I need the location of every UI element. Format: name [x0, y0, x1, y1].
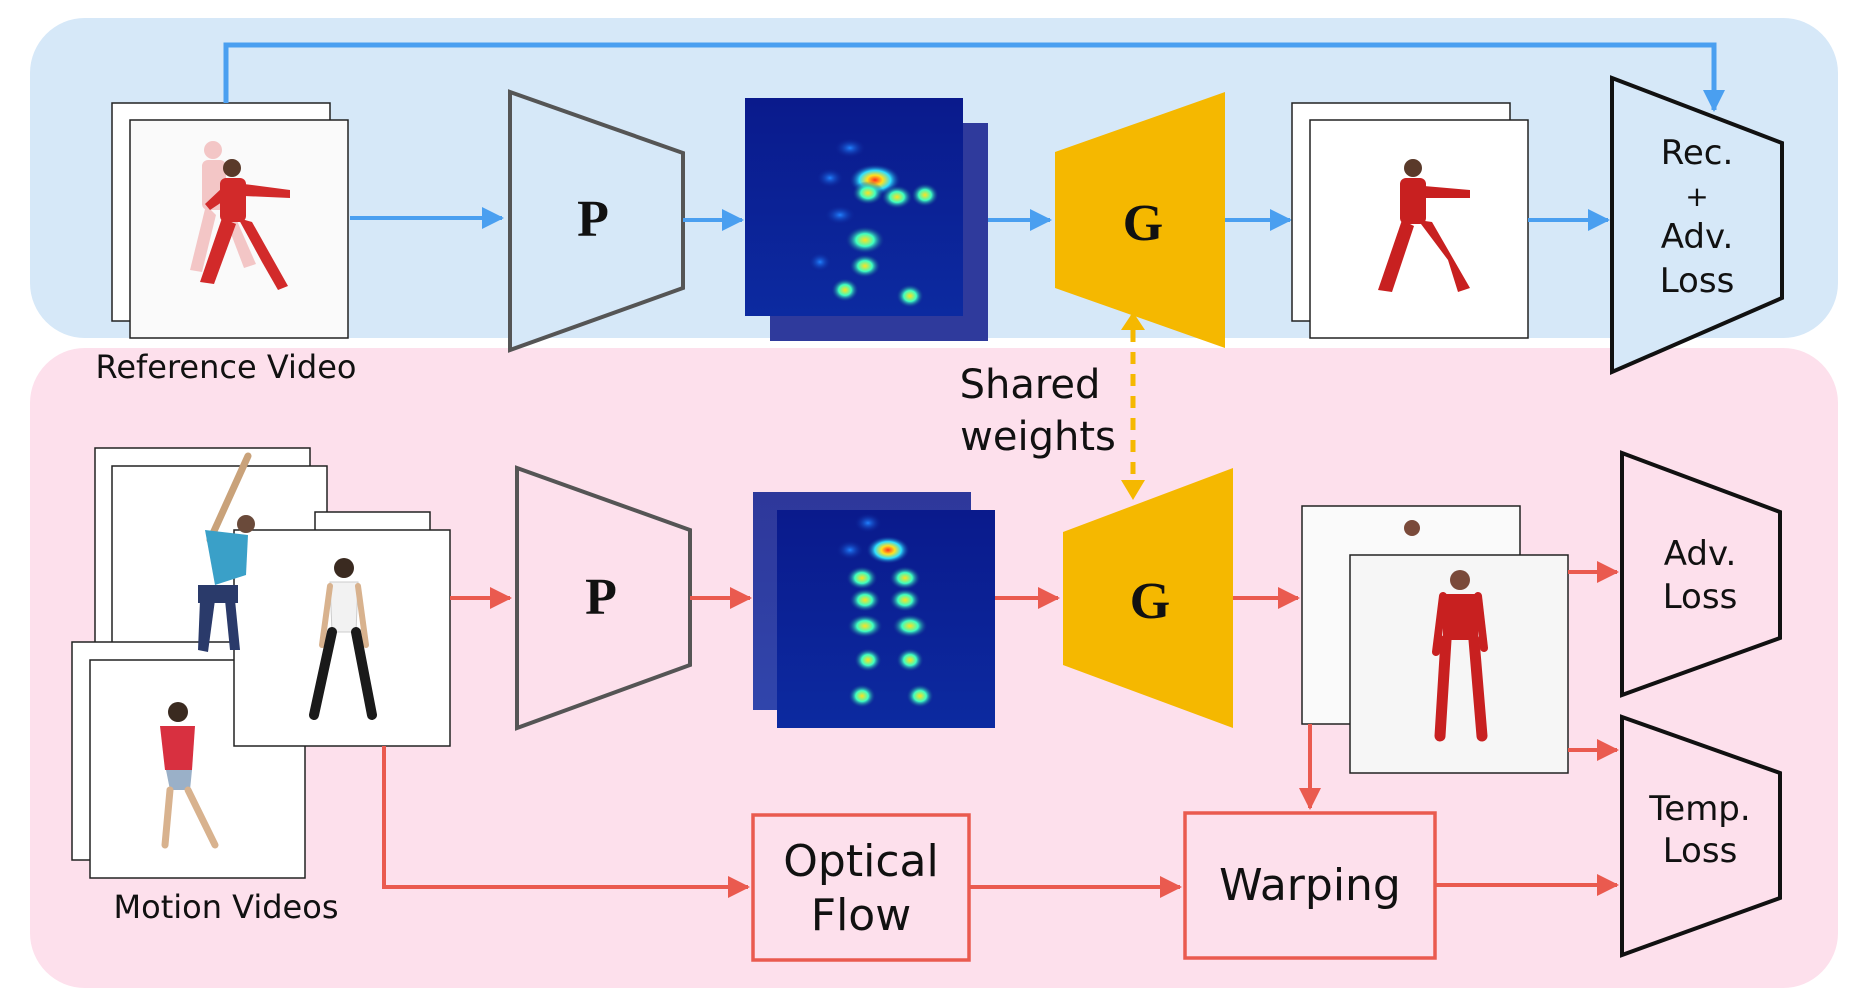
- dancer-icons: [160, 452, 377, 849]
- pose-heatmap-top: [745, 98, 988, 341]
- rec-adv-loss-line2: +: [1685, 180, 1708, 213]
- rec-adv-loss-line4: Loss: [1660, 261, 1735, 301]
- pose-estimator-bottom: [515, 465, 692, 731]
- output-frames-top: [1291, 102, 1529, 339]
- generator-bottom-label: G: [1130, 573, 1170, 630]
- motion-videos-label: Motion Videos: [114, 888, 339, 926]
- pose-heatmap-icon: [808, 138, 939, 308]
- person-in-red-icon: [190, 141, 290, 290]
- generated-person-icon: [1404, 520, 1488, 742]
- reference-video-label: Reference Video: [96, 348, 357, 386]
- generator-top-label: G: [1123, 195, 1163, 252]
- adv-loss-block: [1620, 450, 1782, 698]
- generated-person-icon: [1378, 159, 1470, 292]
- temp-loss-line2: Loss: [1663, 831, 1738, 871]
- pose-estimator-top: [508, 89, 685, 353]
- shared-weights-line1: Shared: [960, 362, 1101, 408]
- optical-flow-line1: Optical: [783, 836, 938, 887]
- generator-top: [1055, 92, 1225, 348]
- rec-adv-loss-line3: Adv.: [1661, 217, 1734, 257]
- rec-adv-loss-line1: Rec.: [1661, 133, 1734, 173]
- shared-weights-line2: weights: [960, 414, 1116, 460]
- arrow-motion-to-optical-flow: [382, 746, 750, 898]
- pose-heatmap-bottom: [753, 492, 995, 728]
- pose-estimator-top-label: P: [577, 191, 609, 248]
- adv-loss-line2: Loss: [1663, 577, 1738, 617]
- temp-loss-line1: Temp.: [1648, 789, 1750, 829]
- warping-box: [1183, 811, 1437, 960]
- shared-weights-arrowhead-down: [1121, 480, 1145, 500]
- pose-estimator-bottom-label: P: [585, 569, 617, 626]
- optical-flow-line2: Flow: [811, 890, 911, 941]
- motion-video-frames: [71, 447, 451, 879]
- reference-video-frames: [111, 102, 349, 339]
- output-frames-bottom: [1301, 505, 1569, 774]
- arrow-ref-to-loss-feedback: [223, 42, 1725, 112]
- shared-weights-arrowhead-up: [1121, 312, 1145, 330]
- generator-bottom: [1063, 468, 1233, 728]
- adv-loss-line1: Adv.: [1664, 534, 1737, 574]
- warping-label: Warping: [1219, 860, 1401, 911]
- temp-loss-block: [1620, 714, 1782, 958]
- rec-adv-loss-block: [1610, 75, 1784, 376]
- pose-heatmap-icon: [836, 513, 934, 708]
